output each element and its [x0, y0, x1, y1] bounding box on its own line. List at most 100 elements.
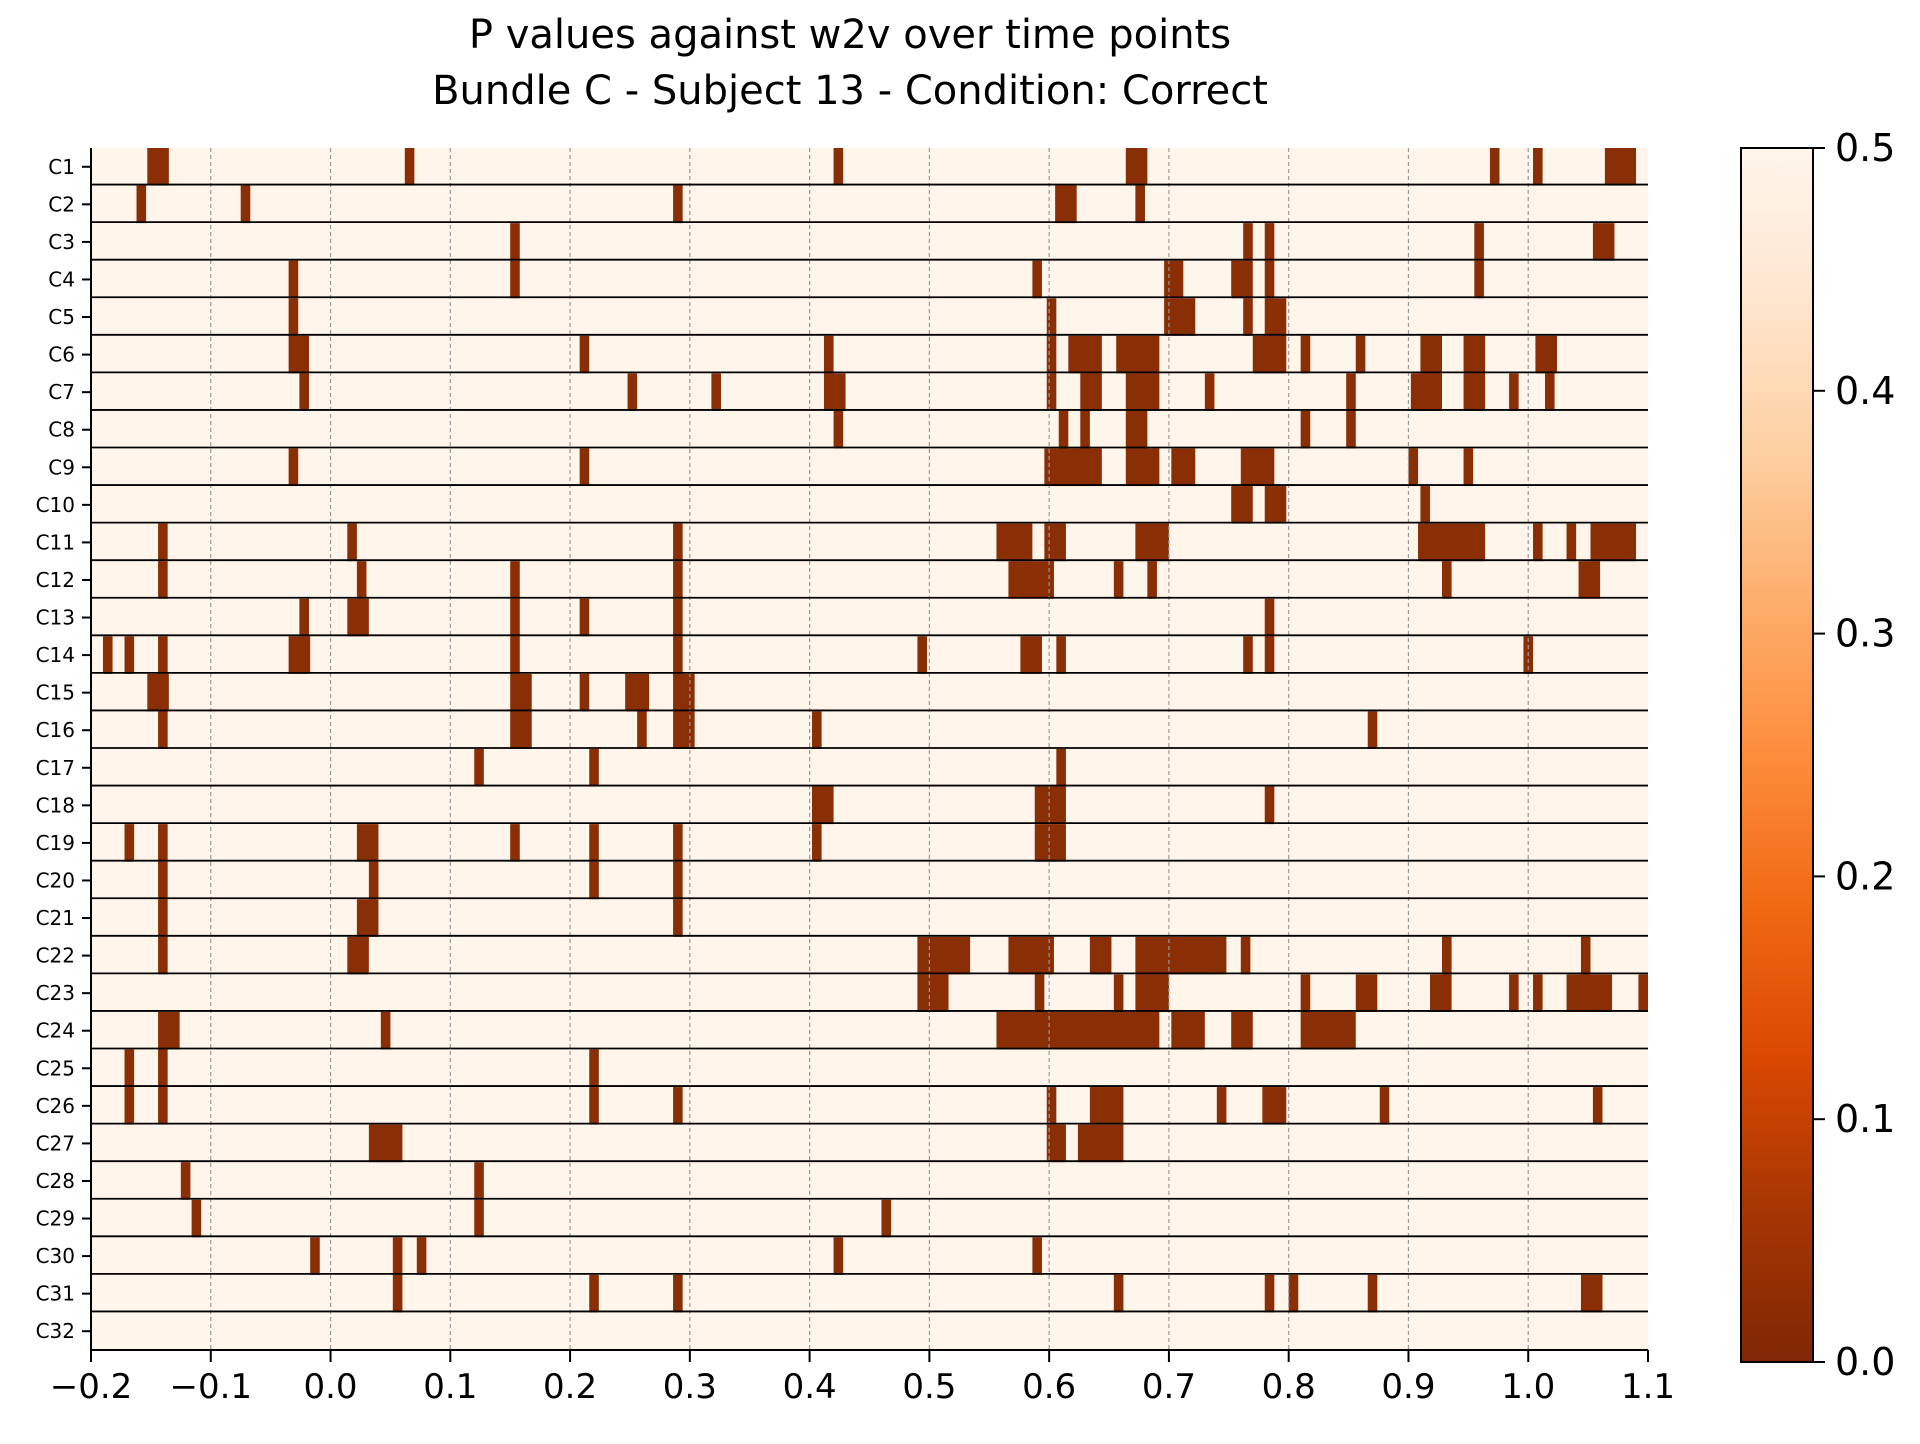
cell-C27: [1077, 1124, 1124, 1163]
cell-C26: [673, 1087, 683, 1125]
cell-C23: [1300, 974, 1311, 1012]
cell-C8: [833, 410, 844, 449]
x-tick-label: 1.1: [1621, 1367, 1675, 1407]
x-tick-label: −0.2: [50, 1367, 133, 1407]
y-tick-label: C7: [48, 380, 75, 404]
cell-C25: [158, 1049, 168, 1088]
cell-C4: [1264, 260, 1275, 299]
cell-C1: [147, 148, 169, 186]
x-axis: −0.2 −0.1 0.0 0.1 0.2 0.3 0.4 0.5 0.6 0.7 0.8 0.9 1.…: [50, 1349, 1675, 1407]
cell-C28: [474, 1162, 484, 1200]
cell-C30: [310, 1237, 320, 1275]
cell-C12: [1008, 561, 1054, 599]
cell-C11: [158, 523, 168, 562]
cell-C6: [288, 335, 309, 374]
cell-C7: [627, 373, 638, 411]
x-tick-label: 0.3: [663, 1367, 717, 1407]
cell-C17: [589, 749, 599, 787]
cell-C21: [356, 899, 379, 937]
cell-C16: [510, 711, 532, 749]
cell-C18: [1034, 786, 1066, 825]
cell-C6: [1355, 335, 1366, 374]
cell-C13: [1264, 598, 1275, 637]
cell-C9: [1240, 448, 1275, 487]
cell-C5: [288, 298, 299, 336]
cell-C11: [1044, 523, 1066, 562]
cell-C7: [823, 373, 846, 411]
cell-C30: [416, 1237, 427, 1275]
y-tick-label: C32: [36, 1319, 75, 1343]
cell-C11: [1418, 523, 1486, 562]
cell-C14: [288, 636, 311, 674]
cell-C11: [1135, 523, 1169, 562]
cell-C31: [1288, 1274, 1299, 1313]
cell-C31: [1367, 1274, 1378, 1313]
cell-C6: [1535, 335, 1557, 374]
cell-C14: [1264, 636, 1275, 674]
cell-C7: [1046, 373, 1057, 411]
cell-C18: [812, 786, 834, 825]
y-tick-label: C12: [36, 568, 75, 592]
cell-C2: [1135, 185, 1145, 224]
plot-area: [91, 148, 1648, 1350]
x-tick-label: 1.0: [1501, 1367, 1555, 1407]
y-tick-label: C29: [36, 1207, 75, 1231]
cell-C1: [1604, 148, 1637, 186]
y-tick-label: C8: [48, 418, 75, 442]
cell-C31: [673, 1274, 683, 1313]
cell-C2: [673, 185, 683, 224]
cell-C31: [1113, 1274, 1124, 1313]
cell-C23: [1034, 974, 1045, 1012]
cell-C10: [1420, 486, 1431, 524]
colorbar-tick-label: 0.0: [1835, 1340, 1895, 1384]
cell-C7: [711, 373, 721, 411]
chart-title-line-2: Bundle C - Subject 13 - Condition: Corre…: [432, 68, 1268, 114]
cell-C2: [1055, 185, 1077, 224]
x-tick-label: 0.0: [303, 1367, 357, 1407]
cell-C26: [1046, 1087, 1057, 1125]
cell-C22: [1240, 936, 1251, 975]
cell-C9: [1408, 448, 1419, 487]
y-tick-label: C4: [48, 267, 75, 291]
cell-C23: [1566, 974, 1613, 1012]
cell-C7: [1346, 373, 1356, 411]
cell-C13: [673, 598, 683, 637]
cell-C22: [917, 936, 971, 975]
y-tick-label: C27: [36, 1131, 75, 1155]
cell-C5: [1243, 298, 1253, 336]
cell-C22: [1441, 936, 1452, 975]
cell-C6: [579, 335, 590, 374]
cell-C11: [673, 523, 683, 562]
cell-C30: [392, 1237, 403, 1275]
cell-C23: [1533, 974, 1543, 1012]
cell-C19: [158, 824, 168, 862]
cell-C14: [102, 636, 113, 674]
y-axis: C1 C2 C3 C4 C5 C6 C7 C8 C9 C10 C11 C12 C13 C14 C15 C16 C…: [36, 148, 92, 1350]
y-tick-label: C23: [36, 981, 75, 1005]
cell-C1: [1533, 148, 1543, 186]
cell-C16: [1367, 711, 1378, 749]
cell-C23: [1430, 974, 1452, 1012]
cell-C26: [1379, 1087, 1390, 1125]
y-tick-label: C18: [36, 793, 75, 817]
cell-C6: [1463, 335, 1486, 374]
cell-C18: [1264, 786, 1275, 825]
cell-C24: [1231, 1011, 1253, 1050]
cell-C22: [1580, 936, 1591, 975]
cell-C29: [191, 1199, 202, 1238]
cell-C20: [158, 861, 168, 900]
y-tick-label: C20: [36, 868, 75, 892]
x-tick-label: −0.1: [169, 1367, 252, 1407]
cell-C8: [1125, 410, 1148, 449]
cell-C12: [1147, 561, 1157, 599]
cell-C21: [158, 899, 168, 937]
cell-C2: [136, 185, 147, 224]
cell-C23: [1509, 974, 1519, 1012]
cell-C6: [1068, 335, 1102, 374]
y-tick-label: C16: [36, 718, 75, 742]
x-tick-label: 0.9: [1381, 1367, 1435, 1407]
cell-C25: [589, 1049, 599, 1088]
cell-C4: [288, 260, 299, 299]
cell-C26: [589, 1087, 599, 1125]
cell-C23: [1355, 974, 1378, 1012]
